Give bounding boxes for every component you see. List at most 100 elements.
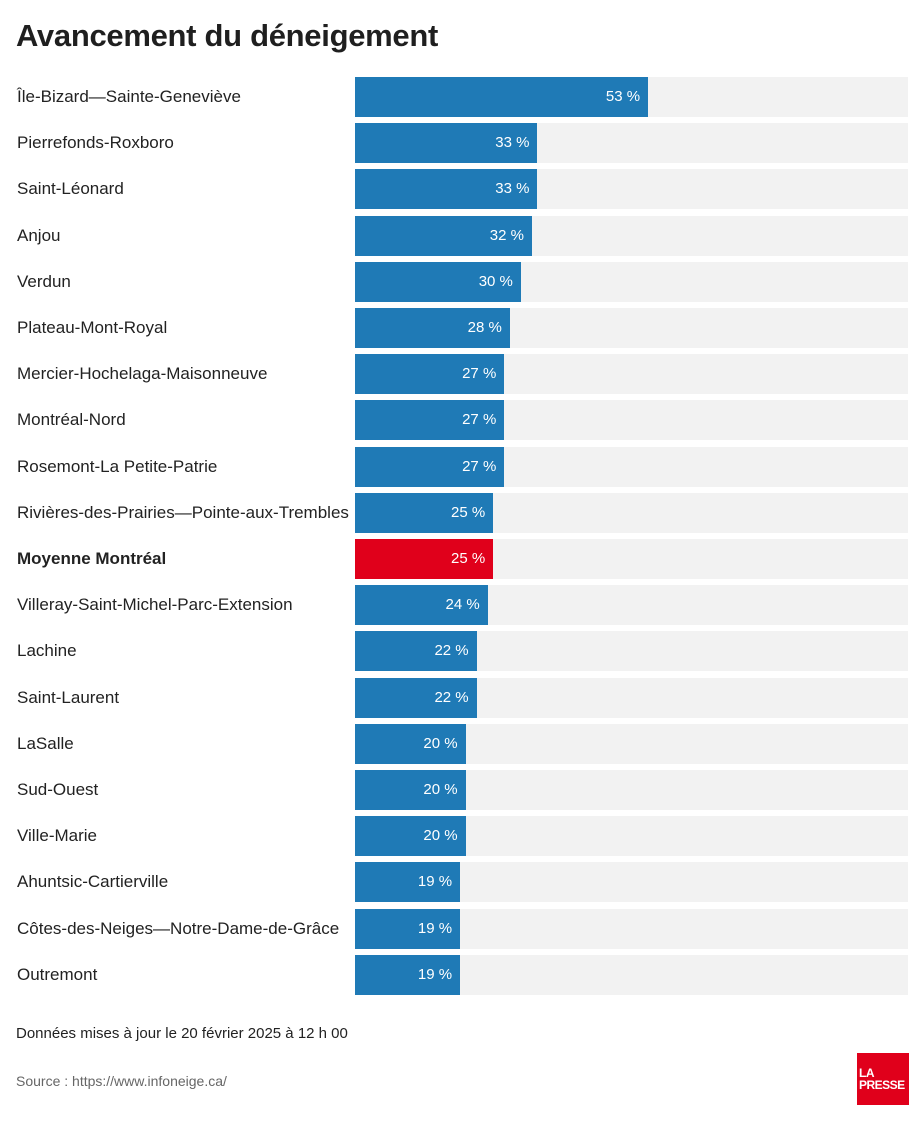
bar-row: Saint-Léonard 33 % [0,169,924,210]
bar-value-label: 20 % [423,781,458,798]
bar-row: Ahuntsic-Cartierville 19 % [0,862,924,903]
category-label: Côtes-des-Neiges—Notre-Dame-de-Grâce [17,918,340,938]
bar-row: Saint-Laurent 22 % [0,677,924,718]
bar-row: Île-Bizard—Sainte-Geneviève 53 % [0,77,924,117]
bar: 22 % [355,677,477,718]
bar: 27 % [355,446,505,487]
bar: 20 % [355,816,466,857]
bar-track: 19 % [355,954,908,995]
bar: 20 % [355,723,466,764]
bar-row: Pierrefonds-Roxboro 33 % [0,123,924,164]
chart-title: Avancement du déneigement [16,18,439,53]
bar-row: Rosemont-La Petite-Patrie 27 % [0,446,924,487]
bar-track: 25 % [355,492,908,533]
bar-value-label: 32 % [489,226,524,244]
bar-track: 27 % [355,354,908,395]
bar-row: Moyenne Montréal 25 % [0,539,924,579]
bar-track: 33 % [355,123,908,164]
bar-track: 24 % [355,585,908,626]
category-label: Moyenne Montréal [17,549,167,568]
bar: 19 % [355,908,461,949]
bar-value-label: 27 % [462,365,497,383]
category-label: LaSalle [17,733,74,753]
category-label: Lachine [17,641,77,661]
bar-row: Sud-Ouest 20 % [0,770,924,810]
bar-track: 53 % [355,77,908,117]
bar-value-label: 33 % [495,180,530,198]
bar-track: 19 % [355,908,908,949]
bar-value-label: 22 % [434,688,469,706]
bar-value-label: 25 % [451,503,486,521]
bar-value-label: 25 % [451,550,486,567]
bar-value-label: 27 % [462,457,497,475]
bar-row: Rivières-des-Prairies—Pointe-aux-Tremble… [0,492,924,533]
category-label: Rivières-des-Prairies—Pointe-aux-Tremble… [17,502,349,522]
bar-track: 30 % [355,261,908,302]
bar-value-label: 28 % [467,319,502,336]
bar-track: 22 % [355,631,908,672]
update-note: Données mises à jour le 20 février 2025 … [16,1025,348,1042]
bar: 25 % [355,492,494,533]
bar-row: Lachine 22 % [0,631,924,672]
bar-track: 27 % [355,446,908,487]
bar-track: 27 % [355,400,908,441]
bar-row: Anjou 32 % [0,215,924,256]
bar: 33 % [355,169,538,210]
category-label: Mercier-Hochelaga-Maisonneuve [17,364,268,384]
category-label: Ahuntsic-Cartierville [17,872,169,892]
bar-value-label: 33 % [495,134,530,152]
bar-value-label: 20 % [423,734,458,752]
category-label: Plateau-Mont-Royal [17,318,168,337]
bar: 33 % [355,123,538,164]
bar-value-label: 30 % [478,272,513,290]
logo-line-2: PRESSE [859,1078,905,1092]
bar-value-label: 19 % [417,919,453,937]
category-label: Pierrefonds-Roxboro [17,133,174,153]
bar-row: Mercier-Hochelaga-Maisonneuve 27 % [0,354,924,395]
bar-track: 20 % [355,816,908,857]
category-label: Outremont [17,964,98,984]
bar-row: Plateau-Mont-Royal 28 % [0,308,924,348]
category-label: Villeray-Saint-Michel-Parc-Extension [17,595,293,615]
bar-value-label: 53 % [605,88,641,105]
bar-track: 32 % [355,215,908,256]
bar-row: Côtes-des-Neiges—Notre-Dame-de-Grâce 19 % [0,908,924,949]
category-label: Saint-Laurent [17,687,120,707]
bar-row: Villeray-Saint-Michel-Parc-Extension 24 % [0,585,924,626]
bar: 32 % [355,215,532,256]
category-label: Île-Bizard—Sainte-Geneviève [17,87,241,106]
category-label: Anjou [17,225,61,245]
bar: 53 % [355,77,649,117]
bar-track: 20 % [355,770,908,810]
source-note: Source : https://www.infoneige.ca/ [16,1073,227,1089]
average-bar: 25 % [355,539,494,579]
bar: 20 % [355,770,466,810]
logo-line-1: LA [859,1066,875,1080]
bar: 28 % [355,308,510,348]
bar-track: 19 % [355,862,908,903]
bar-track: 25 % [355,539,908,579]
bar-track: 20 % [355,723,908,764]
category-label: Verdun [17,271,71,291]
bar-track: 28 % [355,308,908,348]
bar-value-label: 19 % [417,873,453,891]
bar-track: 22 % [355,677,908,718]
bar-value-label: 24 % [445,596,480,614]
bar-row: Ville-Marie 20 % [0,816,924,857]
bar-track: 33 % [355,169,908,210]
bar-row: LaSalle 20 % [0,723,924,764]
bar-row: Outremont 19 % [0,954,924,995]
la-presse-logo: LA PRESSE [857,1053,909,1105]
bar-row: Montréal-Nord 27 % [0,400,924,441]
category-label: Sud-Ouest [17,780,99,799]
category-label: Saint-Léonard [17,179,124,199]
bar-value-label: 27 % [462,411,497,429]
bar: 22 % [355,631,477,672]
bar-value-label: 19 % [417,965,453,983]
bar: 30 % [355,261,521,302]
bar-value-label: 22 % [434,642,469,660]
category-label: Ville-Marie [17,826,97,846]
category-label: Rosemont-La Petite-Patrie [17,456,218,476]
bar: 24 % [355,585,488,626]
category-label: Montréal-Nord [17,410,126,430]
